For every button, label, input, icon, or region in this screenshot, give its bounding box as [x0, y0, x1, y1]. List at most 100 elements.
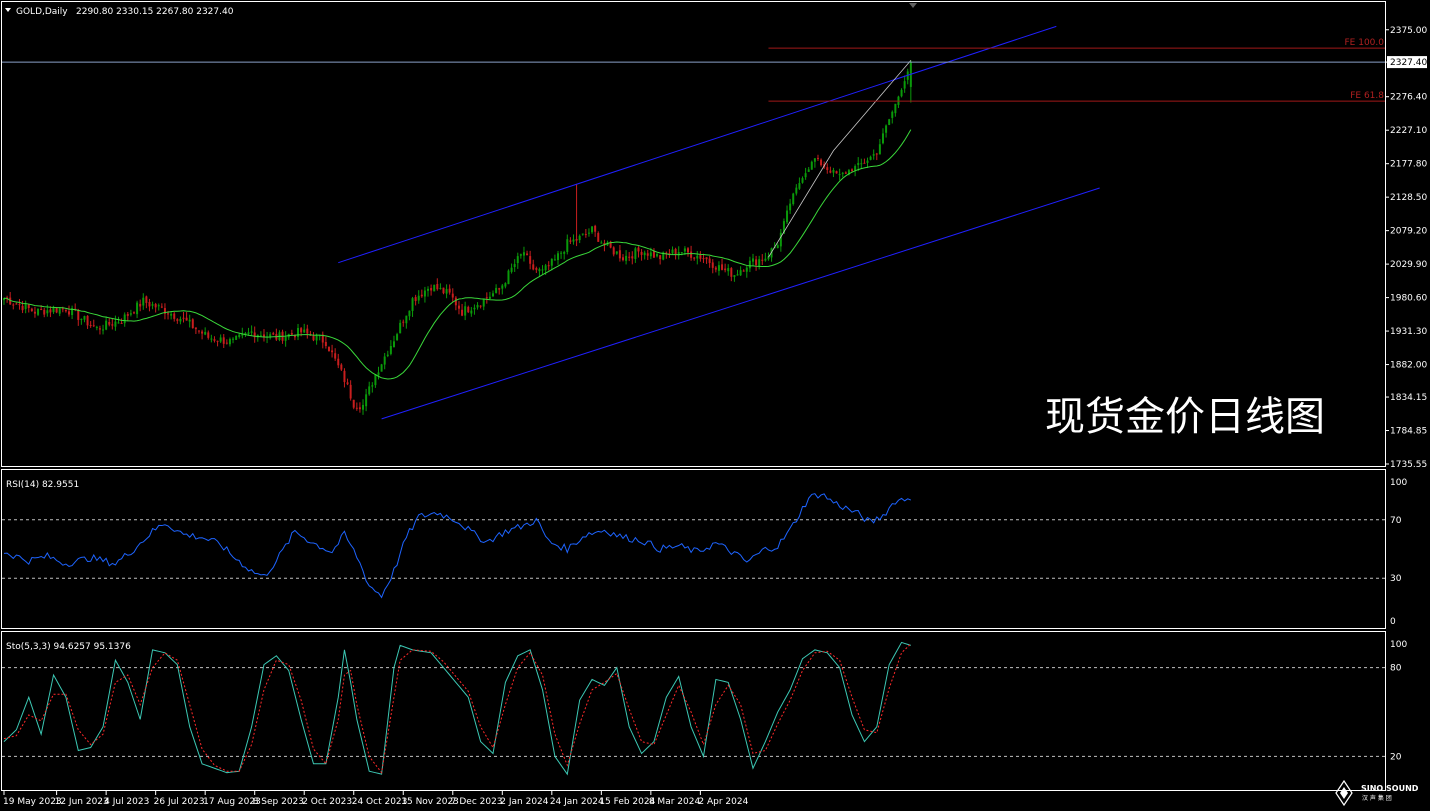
candle-body	[52, 307, 55, 313]
candle-body	[572, 239, 575, 242]
candle-body	[396, 334, 399, 341]
candle-body	[148, 301, 151, 307]
candle-body	[95, 326, 98, 328]
candle-body	[306, 328, 309, 334]
candle-body	[751, 258, 754, 262]
time-tick-label: 15 Nov 2023	[401, 797, 459, 807]
candle-body	[745, 267, 748, 272]
time-tick-label: 7 Dec 2023	[451, 797, 503, 807]
candle-body	[235, 335, 238, 340]
candle-body	[714, 267, 717, 270]
candle-body	[473, 307, 476, 310]
candle-body	[167, 313, 170, 315]
candle-body	[544, 265, 547, 271]
candle-body	[71, 308, 74, 316]
candle-body	[826, 167, 829, 170]
candle-body	[222, 337, 225, 344]
candle-body	[349, 384, 352, 399]
candle-body	[197, 330, 200, 332]
candle-body	[24, 303, 27, 310]
candle-body	[18, 304, 21, 306]
stochastic-pane: Sto(5,3,3) 94.6257 95.1376	[2, 641, 1385, 776]
candle-body	[829, 170, 832, 173]
candle-body	[352, 399, 355, 408]
candle-body	[628, 256, 631, 258]
collapse-triangle-icon[interactable]	[5, 8, 11, 12]
candle-body	[847, 170, 850, 175]
indicator-title: RSI(14) 82.9551	[6, 480, 79, 490]
candle-body	[708, 258, 711, 263]
price-tick-label: 2375.00	[1390, 26, 1427, 36]
candle-body	[170, 313, 173, 316]
candle-body	[764, 258, 767, 261]
candle-body	[693, 257, 696, 259]
candle-body	[504, 283, 507, 287]
candle-body	[563, 251, 566, 254]
candle-body	[550, 258, 553, 266]
candle-body	[80, 318, 83, 320]
candle-body	[405, 315, 408, 324]
rsi-line	[3, 493, 912, 599]
candle-body	[259, 335, 262, 337]
rsi-pane: RSI(14) 82.9551	[2, 480, 1385, 599]
candle-body	[866, 160, 869, 163]
time-tick-label: 12 Jun 2023	[55, 797, 109, 807]
candle-body	[485, 297, 488, 299]
candle-body	[324, 341, 327, 346]
candle-body	[878, 144, 881, 155]
shift-marker-icon[interactable]	[909, 3, 917, 8]
candle-body	[541, 269, 544, 271]
candle-body	[293, 335, 296, 338]
candle-body	[903, 81, 906, 89]
candle-body	[108, 321, 111, 325]
candle-body	[526, 253, 529, 256]
indicator-tick-label: 80	[1390, 664, 1402, 674]
candle-body	[389, 346, 392, 354]
candle-body	[597, 233, 600, 242]
candle-body	[315, 335, 318, 341]
candle-body	[451, 293, 454, 298]
candle-body	[105, 320, 108, 330]
candle-body	[290, 333, 293, 335]
candle-body	[173, 313, 176, 319]
indicator-tick-label: 20	[1390, 752, 1402, 762]
candle-body	[448, 288, 451, 293]
candle-body	[55, 307, 58, 313]
candle-body	[454, 297, 457, 306]
candle-body	[755, 259, 758, 266]
candle-body	[557, 253, 560, 261]
candle-body	[219, 337, 222, 342]
logo-subtitle: 汉 声 集 团	[1362, 794, 1392, 802]
candle-body	[321, 334, 324, 343]
candle-body	[863, 162, 866, 164]
time-tick-label: 26 Jul 2023	[154, 797, 205, 807]
candle-body	[365, 394, 368, 407]
ohlc-readout: 2290.80 2330.15 2267.80 2327.40	[76, 7, 234, 17]
candle-body	[136, 302, 139, 315]
sino-sound-logo: SINO SOUND 汉 声 集 团	[1335, 779, 1419, 807]
candle-body	[519, 254, 522, 256]
price-tick-label: 1834.15	[1390, 393, 1427, 403]
candle-body	[142, 297, 145, 306]
candle-body	[297, 327, 300, 337]
time-tick-label: 8 Sep 2023	[253, 797, 304, 807]
candle-body	[374, 374, 377, 386]
candle-body	[510, 267, 513, 272]
candle-body	[402, 321, 405, 323]
price-tick-label: 2227.10	[1390, 126, 1427, 136]
candle-body	[30, 308, 33, 312]
candle-body	[739, 270, 742, 276]
candle-body	[789, 203, 792, 211]
candle-body	[461, 309, 464, 316]
price-tick-label: 1882.00	[1390, 361, 1427, 371]
candle-body	[733, 275, 736, 277]
candle-body	[476, 304, 479, 308]
candle-body	[761, 259, 764, 261]
logo-name: SINO SOUND	[1361, 784, 1419, 793]
candle-body	[213, 339, 216, 341]
candle-body	[742, 270, 745, 272]
candle-body	[488, 296, 491, 299]
candle-body	[132, 312, 135, 314]
candle-body	[49, 309, 52, 313]
candle-body	[262, 334, 265, 338]
